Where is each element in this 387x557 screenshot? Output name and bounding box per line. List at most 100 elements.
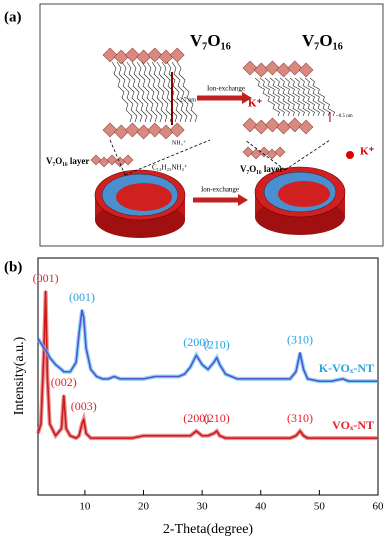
- octahedron: [122, 154, 134, 166]
- ion-label: K⁺: [360, 146, 375, 158]
- octahedron: [90, 154, 102, 166]
- peak-label: (001): [69, 290, 95, 304]
- alkyl-chain: [294, 77, 320, 117]
- x-tick-label: 50: [314, 501, 326, 513]
- alkyl-chain: [254, 77, 280, 117]
- octahedron: [114, 156, 126, 168]
- alkyl-chain: [171, 61, 193, 123]
- peak-label: (200): [183, 335, 209, 349]
- octahedron: [147, 47, 163, 63]
- peak-label: (210): [204, 411, 230, 425]
- alkyl-chain: [259, 77, 285, 117]
- alkyl-chain: [264, 77, 290, 117]
- octahedron: [264, 117, 280, 133]
- peak-label: (310): [287, 333, 313, 347]
- layer-label: V₇O₁₆ layer: [46, 156, 89, 166]
- octahedron: [276, 119, 292, 135]
- molecule-label: C₁₂H₂₅NH₃⁺: [152, 164, 188, 172]
- plot-frame: [37, 257, 379, 496]
- guide: [244, 139, 286, 171]
- arrow-label: Ion-exchange: [207, 85, 245, 93]
- schematic: [90, 47, 354, 238]
- octahedron: [169, 122, 185, 138]
- x-tick-label: 30: [197, 501, 209, 513]
- alkyl-chain: [284, 77, 310, 117]
- octahedron: [136, 124, 152, 140]
- octahedron: [124, 122, 140, 138]
- alkyl-chain: [146, 61, 168, 123]
- guide: [124, 139, 211, 176]
- octahedron: [102, 122, 118, 138]
- x-tick-label: 60: [373, 501, 385, 513]
- x-axis-label: 2-Theta(degree): [163, 522, 253, 537]
- arrow-head: [242, 92, 252, 104]
- alkyl-chain: [141, 61, 163, 123]
- formula: V₇O₁₆: [190, 31, 231, 50]
- x-tick-label: 10: [79, 501, 91, 513]
- alkyl-chain: [126, 61, 148, 123]
- alkyl-chain: [151, 61, 173, 123]
- alkyl-chain: [116, 61, 138, 123]
- tube-core: [278, 181, 330, 207]
- guide: [109, 139, 126, 176]
- layer-label: V₇O₁₆ layer: [240, 164, 283, 174]
- arrow-label: Ion-exchange: [201, 186, 239, 194]
- peak-label: (210): [204, 337, 230, 351]
- alkyl-chain: [166, 61, 188, 123]
- octahedron: [287, 117, 303, 133]
- alkyl-chain: [176, 61, 198, 123]
- alkyl-chain: [131, 61, 153, 123]
- alkyl-chain: [309, 77, 335, 117]
- panel-label: (a): [4, 9, 22, 25]
- octahedron: [253, 62, 269, 78]
- alkyl-chain: [279, 77, 305, 117]
- alkyl-chain: [136, 61, 158, 123]
- alkyl-chain: [121, 61, 143, 123]
- octahedron: [147, 122, 163, 138]
- k-ion: [346, 151, 354, 159]
- panel-label: (b): [4, 259, 22, 275]
- alkyl-chain: [299, 77, 325, 117]
- octahedron: [242, 146, 254, 158]
- x-tick-label: 40: [255, 501, 267, 513]
- peak-label: (200): [183, 411, 209, 425]
- molecule-label: NH₃⁺: [172, 139, 186, 146]
- series-line: [37, 309, 378, 383]
- octahedron: [298, 62, 314, 78]
- guide: [284, 139, 331, 171]
- x-tick-label: 20: [138, 501, 150, 513]
- alkyl-chain: [111, 61, 133, 123]
- arrow-head: [238, 194, 248, 206]
- octahedron: [113, 49, 129, 65]
- alkyl-chain: [304, 77, 330, 117]
- panel-frame: [39, 3, 384, 247]
- octahedron: [264, 60, 280, 76]
- alkyl-chain: [161, 61, 183, 123]
- tube-core: [116, 183, 172, 211]
- octahedron: [106, 154, 118, 166]
- octahedron: [276, 62, 292, 78]
- octahedron: [124, 47, 140, 63]
- octahedron: [102, 47, 118, 63]
- series-name: K-VOₓ-NT: [319, 361, 374, 375]
- alkyl-chain: [289, 77, 315, 117]
- ion-label: K⁺: [248, 98, 263, 110]
- octahedron: [242, 60, 258, 76]
- series-name: VOₓ-NT: [332, 418, 374, 432]
- octahedron: [136, 49, 152, 65]
- octahedron: [158, 49, 174, 65]
- octahedron: [253, 119, 269, 135]
- octahedron: [169, 47, 185, 63]
- octahedron: [98, 156, 110, 168]
- spacing: ~2.7 nm: [176, 97, 196, 103]
- octahedron: [242, 117, 258, 133]
- series-line: [37, 290, 378, 439]
- alkyl-chain: [274, 77, 300, 117]
- peak-label: (002): [51, 375, 77, 389]
- alkyl-chain: [269, 77, 295, 117]
- peak-label: (003): [71, 399, 97, 413]
- spacing: ~0.5 nm: [336, 114, 353, 119]
- octahedron: [287, 60, 303, 76]
- arrow: [193, 197, 238, 203]
